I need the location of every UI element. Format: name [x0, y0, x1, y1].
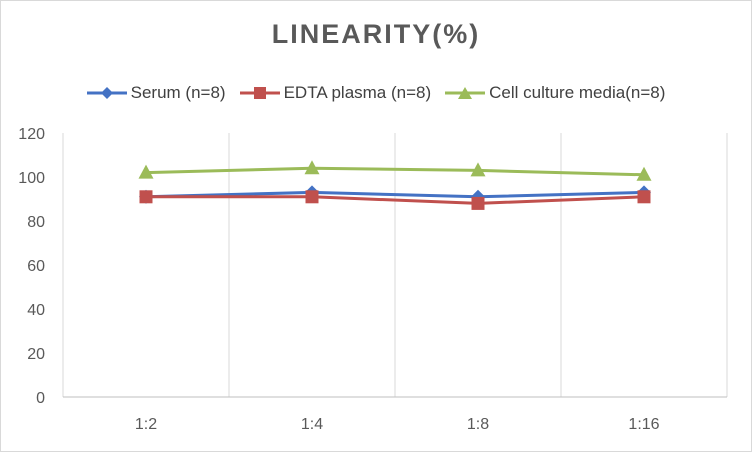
data-point [637, 190, 651, 204]
legend: Serum (n=8) EDTA plasma (n=8) Cell cultu… [1, 79, 751, 107]
legend-label-serum: Serum (n=8) [130, 83, 226, 102]
series-line [145, 166, 645, 177]
chart-title: LINEARITY(%) [271, 19, 481, 49]
y-tick-label: 80 [27, 214, 45, 231]
y-tick-label: 20 [27, 346, 45, 363]
x-tick-label: 1:2 [135, 416, 157, 433]
legend-item-serum: Serum (n=8) [86, 83, 226, 103]
data-point [139, 190, 153, 204]
legend-item-cell-culture-media: Cell culture media(n=8) [445, 83, 665, 103]
data-point [636, 166, 652, 181]
y-tick-label: 100 [18, 170, 45, 187]
y-tick-label: 60 [27, 258, 45, 275]
series-line [145, 190, 645, 199]
data-point [305, 190, 319, 204]
legend-marker-serum [86, 87, 127, 99]
data-point [470, 162, 486, 177]
legend-label-edta-plasma: EDTA plasma (n=8) [283, 83, 432, 102]
legend-label-cell-culture-media: Cell culture media(n=8) [489, 83, 666, 102]
x-tick-label: 1:16 [628, 416, 659, 433]
legend-marker-edta-plasma [239, 87, 280, 99]
y-tick-label: 120 [18, 126, 45, 143]
legend-marker-cell-culture-media [445, 87, 486, 99]
y-tick-label: 40 [27, 302, 45, 319]
series-line [146, 195, 645, 205]
x-tick-label: 1:8 [467, 416, 489, 433]
x-tick-label: 1:4 [301, 416, 323, 433]
data-point [138, 164, 154, 179]
data-point [304, 160, 320, 175]
legend-item-edta-plasma: EDTA plasma (n=8) [239, 83, 432, 103]
y-tick-label: 0 [36, 390, 45, 407]
data-point [471, 196, 485, 210]
